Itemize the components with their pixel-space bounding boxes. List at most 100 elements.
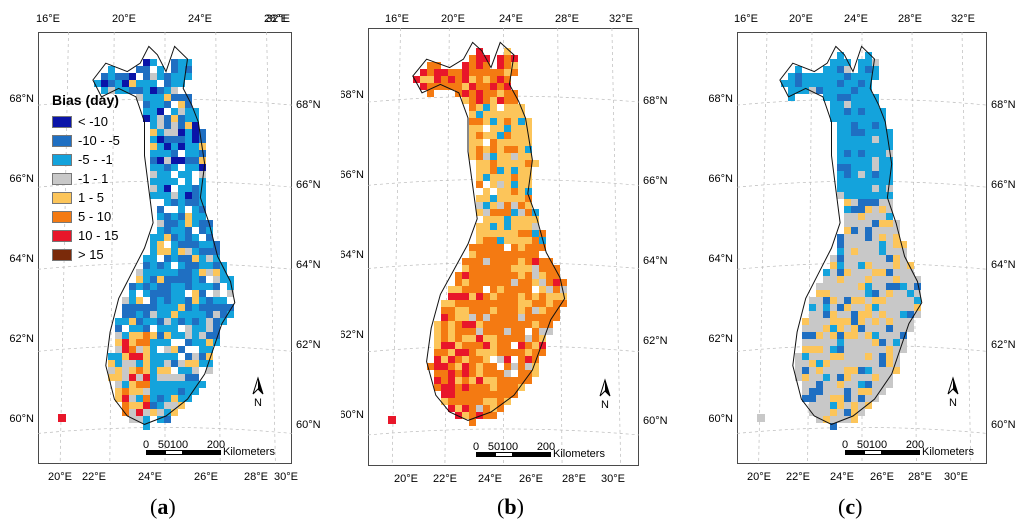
grid-cell [136, 409, 143, 416]
grid-cell [448, 398, 455, 405]
grid-cell [511, 265, 518, 272]
grid-cell [469, 244, 476, 251]
grid-cell [560, 293, 567, 300]
grid-cell [837, 255, 844, 262]
grid-cell [192, 269, 199, 276]
scale-bar-tick: 0 [473, 441, 479, 453]
grid-cell [476, 132, 483, 139]
scale-bar-unit: Kilometers [553, 448, 605, 460]
grid-cell [476, 300, 483, 307]
map-panel-b: 16°E 20°E 24°E 28°E 32°E 20°E 22°E 24°E 26°E 28°E… [341, 0, 682, 526]
parallel-line [736, 427, 988, 434]
grid-cell [213, 269, 220, 276]
grid-cell [816, 80, 823, 87]
grid-cell [462, 97, 469, 104]
grid-cell [858, 66, 865, 73]
grid-cell [802, 360, 809, 367]
grid-cell [483, 363, 490, 370]
grid-cell [122, 353, 129, 360]
grid-cell [157, 290, 164, 297]
grid-cell [518, 111, 525, 118]
grid-cell [851, 73, 858, 80]
grid-cell [886, 276, 893, 283]
grid-cell [497, 293, 504, 300]
grid-cell [865, 59, 872, 66]
grid-cell [858, 206, 865, 213]
grid-cell [455, 363, 462, 370]
grid-cell [455, 405, 462, 412]
lon-tick-top: 20°E [789, 13, 813, 25]
grid-cell [837, 332, 844, 339]
grid-cell [469, 153, 476, 160]
grid-cell [532, 230, 539, 237]
grid-cell [483, 412, 490, 419]
grid-cell [455, 69, 462, 76]
grid-cell [553, 314, 560, 321]
grid-cell [879, 122, 886, 129]
grid-cell [476, 258, 483, 265]
grid-cell [511, 62, 518, 69]
grid-cell [483, 90, 490, 97]
grid-cell [434, 363, 441, 370]
grid-cell [546, 328, 553, 335]
grid-cell [907, 276, 914, 283]
grid-cell [469, 363, 476, 370]
grid-cell [164, 178, 171, 185]
grid-cell [504, 104, 511, 111]
grid-cell [518, 167, 525, 174]
grid-cell [872, 213, 879, 220]
grid-cell [830, 381, 837, 388]
grid-cell [192, 353, 199, 360]
grid-cell [476, 314, 483, 321]
grid-cell [851, 157, 858, 164]
grid-cell [441, 328, 448, 335]
grid-cell [164, 101, 171, 108]
grid-cell [455, 377, 462, 384]
grid-cell [185, 381, 192, 388]
grid-cell [497, 90, 504, 97]
grid-cell [858, 136, 865, 143]
grid-cell [427, 363, 434, 370]
grid-cell [525, 349, 532, 356]
grid-cell [150, 80, 157, 87]
grid-cell [143, 101, 150, 108]
grid-cell [497, 111, 504, 118]
grid-cell [420, 69, 427, 76]
grid-cell [816, 388, 823, 395]
grid-cell [490, 223, 497, 230]
grid-cell [823, 290, 830, 297]
grid-cell [858, 304, 865, 311]
grid-cell [185, 101, 192, 108]
grid-cell [497, 83, 504, 90]
grid-cell [511, 335, 518, 342]
grid-cell [497, 181, 504, 188]
lat-tick-right: 60°N [991, 419, 1016, 431]
grid-cell [192, 248, 199, 255]
grid-cell [164, 297, 171, 304]
grid-cell [483, 125, 490, 132]
grid-cell [185, 290, 192, 297]
grid-cell [511, 111, 518, 118]
grid-cell [851, 276, 858, 283]
grid-cell [483, 244, 490, 251]
grid-cell [809, 374, 816, 381]
grid-cell [858, 80, 865, 87]
grid-cell [150, 150, 157, 157]
grid-cell [206, 325, 213, 332]
grid-cell [483, 139, 490, 146]
grid-cell [490, 188, 497, 195]
grid-cell [150, 255, 157, 262]
lon-tick-bottom: 24°E [138, 471, 162, 483]
grid-cell [171, 262, 178, 269]
grid-cell [539, 349, 546, 356]
grid-cell [476, 62, 483, 69]
grid-cell [150, 143, 157, 150]
scale-bar [476, 452, 551, 457]
grid-cell [518, 300, 525, 307]
grid-cell [108, 360, 115, 367]
grid-cell [560, 279, 567, 286]
grid-cell [865, 185, 872, 192]
grid-cell [872, 276, 879, 283]
grid-cell [157, 122, 164, 129]
grid-cell [844, 59, 851, 66]
